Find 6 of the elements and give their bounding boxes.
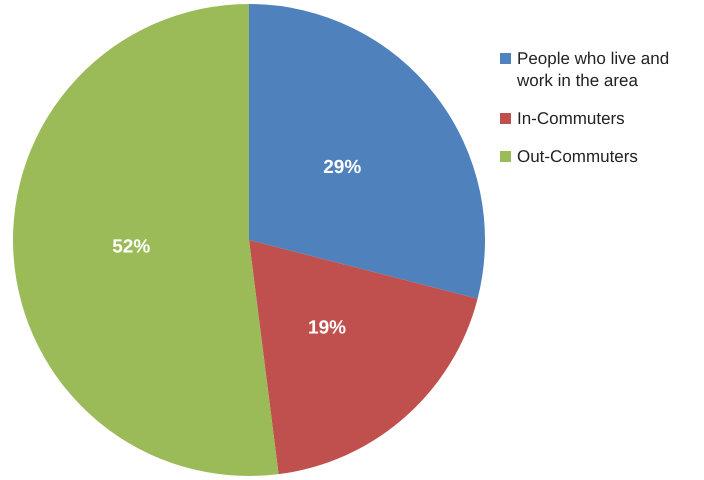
data-label: 52% — [112, 236, 150, 258]
legend-label: People who live and work in the area — [517, 48, 670, 92]
data-label: 29% — [323, 156, 362, 178]
legend-label: Out-Commuters — [517, 146, 638, 168]
data-label: 19% — [308, 318, 346, 339]
legend-label: In-Commuters — [517, 108, 625, 130]
